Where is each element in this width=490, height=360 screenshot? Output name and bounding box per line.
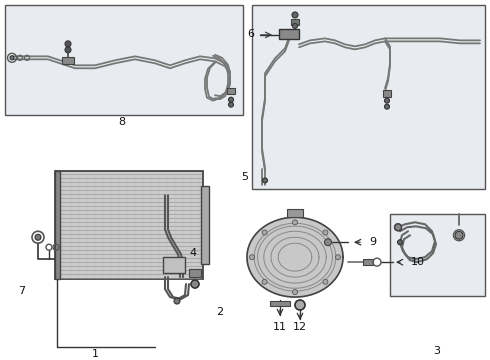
- Bar: [279, 29, 299, 39]
- Text: 8: 8: [119, 117, 125, 127]
- Circle shape: [65, 41, 71, 47]
- Circle shape: [228, 97, 234, 102]
- Bar: [201, 186, 209, 264]
- Bar: [252, 5, 485, 189]
- Bar: [227, 88, 235, 94]
- Circle shape: [324, 239, 332, 246]
- Text: 6: 6: [247, 29, 254, 39]
- Bar: [163, 257, 185, 273]
- Circle shape: [228, 102, 234, 107]
- Polygon shape: [247, 217, 343, 297]
- Bar: [5, 5, 243, 114]
- Circle shape: [174, 298, 180, 304]
- Text: 1: 1: [92, 349, 98, 359]
- Circle shape: [262, 230, 267, 235]
- Text: 12: 12: [293, 322, 307, 332]
- Text: 11: 11: [273, 322, 287, 332]
- Bar: [363, 259, 373, 265]
- Circle shape: [323, 230, 328, 235]
- Bar: [383, 90, 391, 97]
- Text: 9: 9: [369, 237, 376, 247]
- Circle shape: [323, 279, 328, 284]
- Bar: [55, 171, 60, 279]
- Circle shape: [293, 289, 297, 294]
- Circle shape: [65, 47, 71, 53]
- Circle shape: [293, 23, 297, 28]
- Circle shape: [336, 255, 341, 260]
- Text: 4: 4: [190, 248, 196, 258]
- Bar: [55, 171, 203, 279]
- Circle shape: [455, 231, 463, 239]
- Bar: [270, 301, 290, 306]
- Text: 7: 7: [19, 286, 25, 296]
- Text: 10: 10: [411, 257, 425, 267]
- Circle shape: [191, 280, 199, 288]
- Circle shape: [263, 178, 268, 183]
- Circle shape: [262, 279, 267, 284]
- Circle shape: [249, 255, 254, 260]
- Circle shape: [385, 104, 390, 109]
- Text: 3: 3: [434, 346, 441, 356]
- Bar: [62, 57, 74, 64]
- Text: 5: 5: [241, 172, 248, 183]
- Bar: [189, 269, 201, 277]
- Bar: [291, 19, 299, 25]
- Circle shape: [35, 234, 41, 240]
- Circle shape: [293, 220, 297, 225]
- Circle shape: [292, 12, 298, 18]
- Circle shape: [10, 56, 14, 60]
- Circle shape: [295, 300, 305, 310]
- Circle shape: [385, 98, 390, 103]
- Text: 2: 2: [216, 307, 223, 317]
- Bar: [390, 214, 485, 296]
- Circle shape: [397, 240, 402, 245]
- Bar: [287, 209, 303, 217]
- Circle shape: [394, 224, 401, 231]
